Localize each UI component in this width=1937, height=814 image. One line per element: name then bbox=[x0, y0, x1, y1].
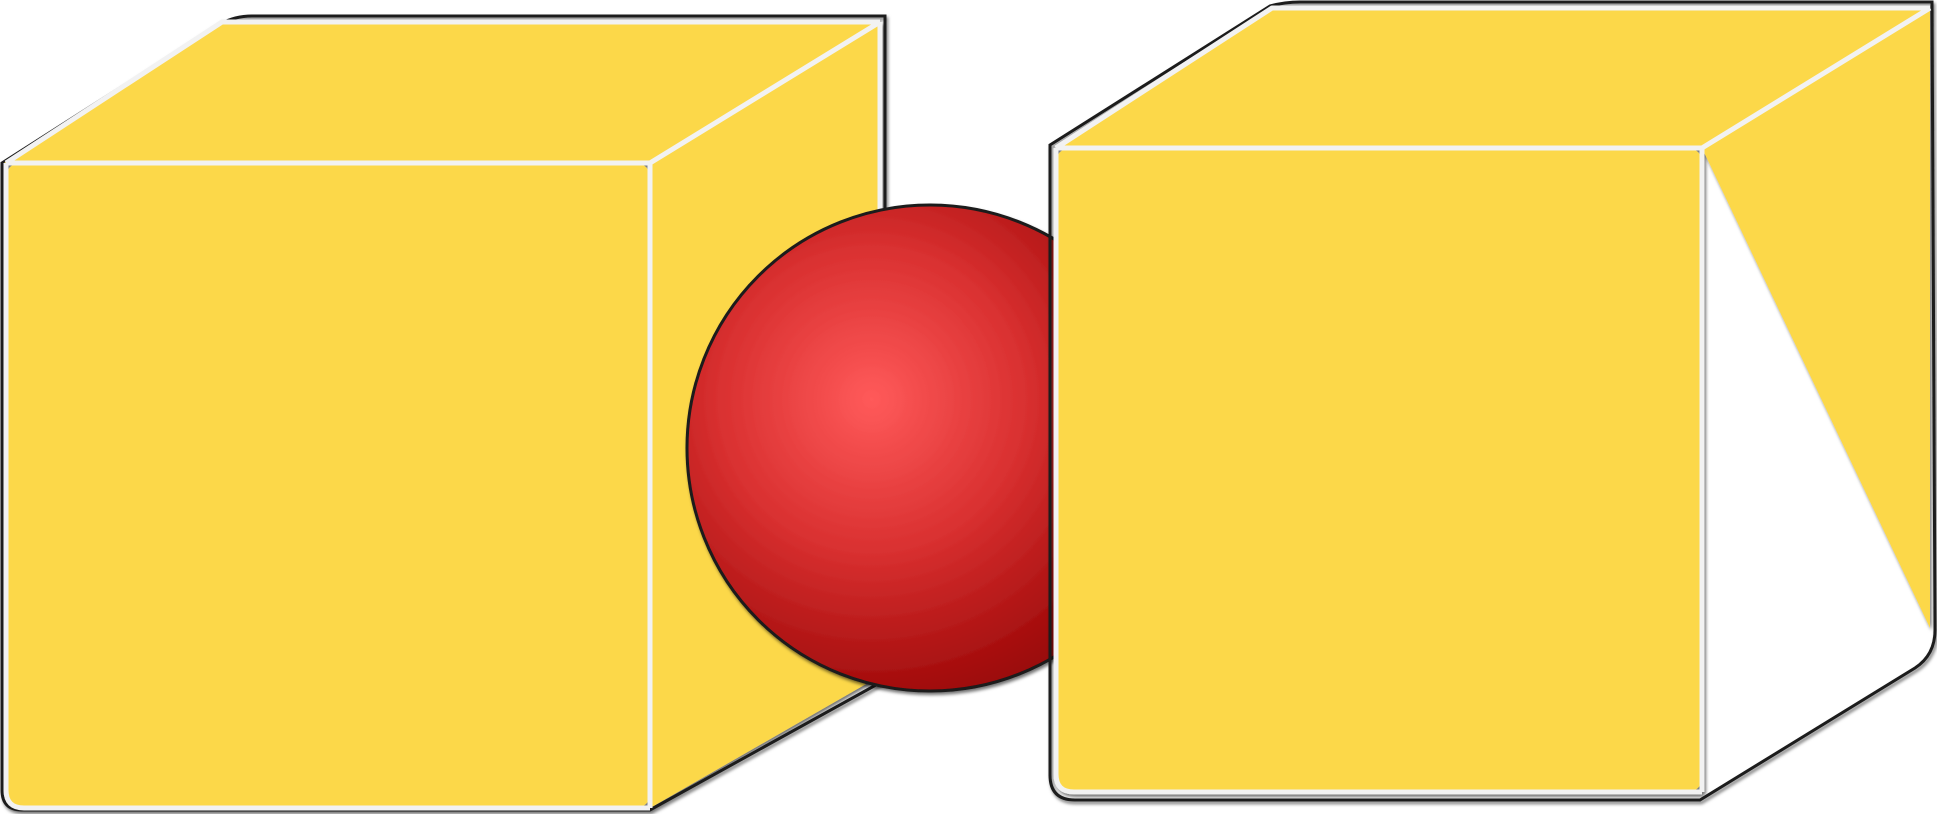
right-cube-side-face bbox=[1702, 8, 1930, 628]
right-cube-front-face bbox=[1056, 148, 1702, 792]
left-cube-top-face bbox=[4, 22, 880, 163]
left-cube-front-face bbox=[6, 163, 650, 808]
right-cube bbox=[1048, 0, 1937, 802]
right-cube-edges bbox=[1053, 5, 1932, 795]
right-cube-top-face bbox=[1056, 8, 1930, 148]
right-cube-outline bbox=[1048, 0, 1937, 802]
